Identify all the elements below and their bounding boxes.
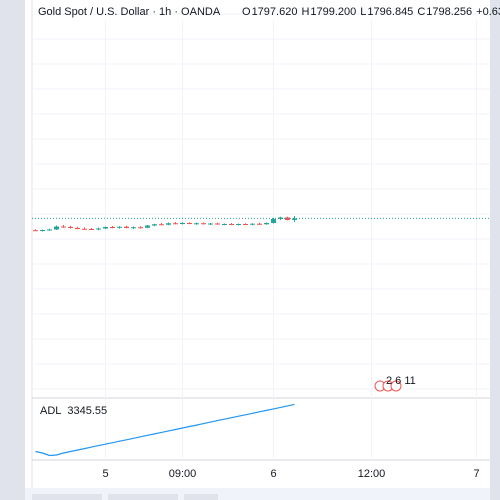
indicator-line bbox=[35, 403, 295, 457]
candle-body bbox=[278, 217, 283, 219]
candle-body bbox=[243, 224, 248, 225]
ohlc-key: C bbox=[417, 6, 425, 18]
indicator-name: ADL bbox=[40, 405, 61, 417]
x-tick-label: 12:00 bbox=[358, 468, 386, 480]
ohlc-value: 1799.200 bbox=[310, 6, 356, 18]
candle-body bbox=[201, 223, 206, 225]
left-toolbar bbox=[0, 0, 25, 500]
candle-body bbox=[215, 223, 220, 225]
ohlc-value: 1798.256 bbox=[426, 6, 472, 18]
x-tick-label: 5 bbox=[102, 468, 108, 480]
ohlc-key: O bbox=[242, 6, 251, 18]
x-tick-label: 7 bbox=[473, 468, 479, 480]
candle-body bbox=[159, 224, 164, 226]
candle-body bbox=[236, 224, 241, 225]
candle-body bbox=[173, 223, 178, 225]
candle-body bbox=[40, 230, 45, 231]
x-tick-label: 6 bbox=[270, 468, 276, 480]
candle-body bbox=[96, 228, 101, 230]
candle-body bbox=[208, 223, 213, 225]
x-tick-label: 09:00 bbox=[169, 468, 197, 480]
event-flag bbox=[390, 380, 402, 392]
candle-body bbox=[187, 223, 192, 224]
candle-body bbox=[103, 227, 108, 229]
candle-body bbox=[117, 226, 122, 228]
candle-body bbox=[257, 223, 262, 225]
event-marker[interactable]: 2 6 11 bbox=[374, 375, 416, 392]
candle-body bbox=[264, 223, 269, 225]
indicator-value: 3345.55 bbox=[67, 405, 107, 417]
candle-body bbox=[47, 229, 52, 231]
candle-body bbox=[222, 224, 227, 225]
grid bbox=[32, 13, 490, 460]
ohlc-key: L bbox=[360, 6, 366, 18]
candle-body bbox=[54, 226, 59, 230]
candle-body bbox=[180, 223, 185, 224]
tab[interactable] bbox=[108, 494, 178, 500]
candle-body bbox=[166, 223, 171, 225]
symbol-title[interactable]: Gold Spot / U.S. Dollar · 1h · OANDA bbox=[38, 6, 221, 18]
candle-body bbox=[145, 225, 150, 228]
marks bbox=[32, 216, 490, 457]
candle-body bbox=[152, 224, 157, 226]
candle-body bbox=[229, 224, 234, 225]
labels: Gold Spot / U.S. Dollar · 1h · OANDA O 17… bbox=[38, 6, 500, 480]
candle-body bbox=[61, 226, 66, 228]
candle-body bbox=[68, 227, 73, 228]
candle-body bbox=[131, 227, 136, 229]
tab[interactable] bbox=[184, 494, 218, 500]
candle-body bbox=[75, 228, 80, 229]
candle-body bbox=[194, 223, 199, 225]
ohlc-key: H bbox=[301, 6, 309, 18]
event-label: 2 6 11 bbox=[386, 375, 416, 387]
ohlc-value: 1796.845 bbox=[367, 6, 413, 18]
candle-body bbox=[271, 219, 276, 223]
ohlc-value: 1797.620 bbox=[252, 6, 298, 18]
right-toolbar bbox=[490, 0, 500, 500]
tab[interactable] bbox=[32, 494, 102, 500]
candle-body bbox=[124, 226, 129, 228]
candle-body bbox=[89, 229, 94, 230]
candle-body bbox=[110, 227, 115, 228]
candle-body bbox=[250, 223, 255, 225]
change: +0.636 (+ bbox=[476, 6, 500, 18]
candle-body bbox=[292, 218, 297, 220]
candle-body bbox=[138, 227, 143, 229]
candle-body bbox=[33, 230, 38, 232]
candle-body bbox=[82, 228, 87, 230]
